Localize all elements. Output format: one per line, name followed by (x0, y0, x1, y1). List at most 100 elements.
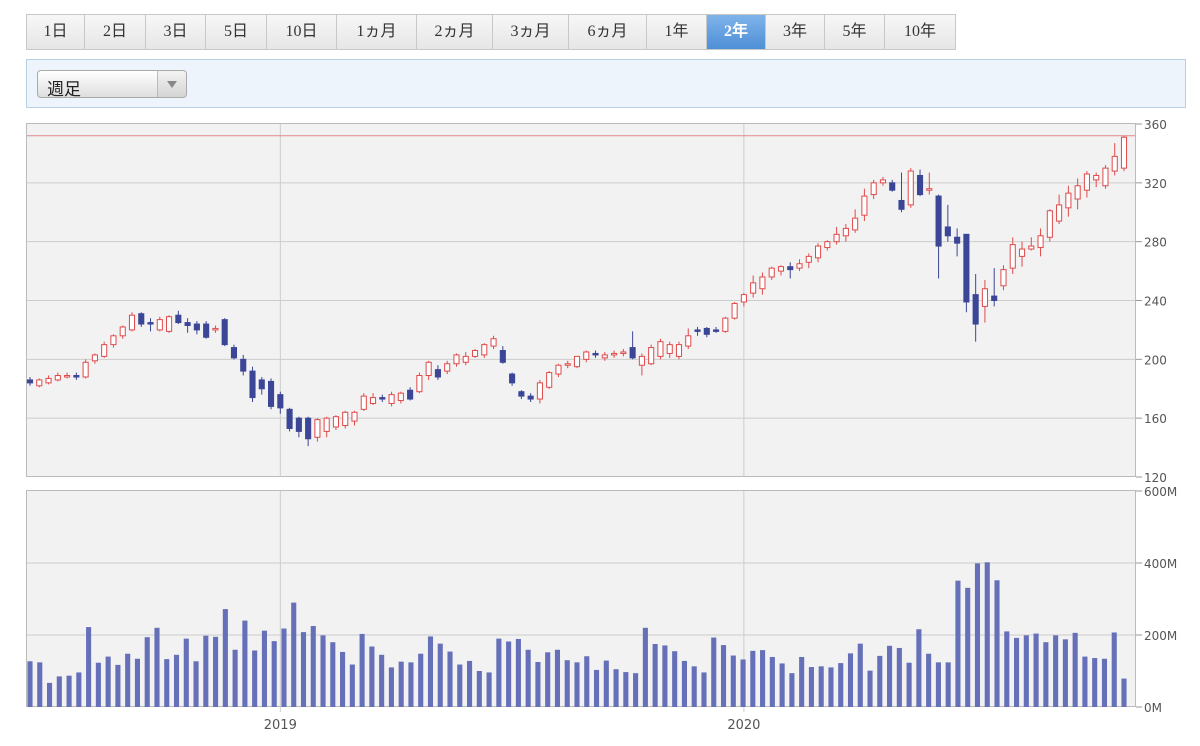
tab-13[interactable]: 10年 (903, 23, 936, 40)
candle-body (1018, 248, 1026, 257)
candle-body (1000, 269, 1007, 287)
candle-body (295, 417, 302, 432)
volume-bar (613, 669, 619, 707)
tab-3[interactable]: 5日 (206, 15, 267, 49)
volume-bar (525, 649, 531, 707)
candle-body (453, 354, 460, 365)
volume-bar (642, 627, 648, 707)
candle-body (675, 344, 683, 357)
interval-select[interactable]: 週足 (37, 70, 187, 99)
volume-bar (623, 672, 629, 707)
candle-body (815, 245, 822, 259)
candle-body (462, 355, 469, 363)
tab-8[interactable]: 6ヵ月 (569, 15, 647, 49)
volume-bar (506, 641, 512, 707)
volume-bar (701, 672, 707, 707)
volume-bar (310, 626, 316, 707)
candle-body (110, 335, 117, 346)
volume-bar (554, 649, 561, 707)
candle-body (490, 338, 497, 347)
volume-bar (134, 658, 140, 707)
candle-body (879, 179, 886, 184)
volume-bar (105, 656, 111, 707)
volume-bar (916, 629, 922, 707)
x-tick-label: 2019 (264, 718, 297, 733)
tab-0[interactable]: 1日 (27, 15, 85, 49)
tab-12[interactable]: 5年 (825, 15, 885, 49)
volume-bar (1014, 637, 1020, 707)
candle-body (870, 182, 877, 196)
tab-7[interactable]: 3ヵ月 (493, 15, 569, 49)
volume-bar (965, 587, 971, 707)
volume-bar (1072, 632, 1078, 707)
candle-body (592, 352, 599, 356)
candle-body (397, 392, 404, 402)
tab-4[interactable]: 10日 (267, 15, 337, 49)
volume-bar (125, 653, 131, 707)
volume-bar (193, 661, 199, 707)
candle-body (842, 227, 849, 237)
volume-bar (515, 638, 521, 707)
volume-bar (46, 682, 53, 707)
volume-bar (1004, 631, 1010, 707)
volume-bar (27, 661, 33, 707)
chevron-down-icon[interactable] (157, 71, 186, 97)
interval-panel: 週足 (26, 59, 1186, 108)
volume-bar (300, 632, 307, 707)
volume-bar (1121, 678, 1127, 707)
volume-bar (86, 627, 92, 707)
volume-bar (760, 650, 766, 707)
volume-bar (545, 652, 551, 707)
volume-bar (887, 645, 893, 707)
candle-body (166, 316, 173, 332)
volume-bar (935, 662, 941, 707)
candle-body (777, 266, 785, 272)
candle-body (258, 379, 265, 390)
candle-body (379, 397, 386, 400)
candle-body (36, 379, 43, 387)
candle-body (981, 288, 988, 307)
volume-bar (1111, 632, 1117, 707)
candle-body (740, 294, 747, 303)
tab-10[interactable]: 2年 (707, 15, 766, 49)
candle-body (963, 233, 970, 303)
candle-body (1074, 185, 1081, 200)
candle-body (972, 294, 979, 325)
price-tick-label: 360 (1144, 118, 1167, 132)
candle-body (64, 375, 71, 378)
candle-body (444, 363, 451, 372)
candle-body (787, 266, 794, 271)
price-tick-label: 200 (1144, 353, 1167, 367)
tab-5[interactable]: 1ヵ月 (337, 15, 417, 49)
volume-bar (437, 643, 443, 707)
candle-body (564, 363, 571, 366)
candle-body (277, 394, 284, 409)
candle-body (481, 344, 488, 356)
price-tick-label: 160 (1144, 412, 1167, 426)
volume-bar (828, 667, 834, 707)
candle-body (509, 373, 516, 384)
candle-body (221, 319, 228, 346)
volume-bar (818, 666, 824, 707)
tab-1[interactable]: 2日 (85, 15, 146, 49)
volume-bar (857, 643, 863, 707)
volume-bar (847, 653, 854, 707)
volume-bar (398, 661, 404, 707)
volume-bar (408, 662, 414, 707)
volume-bar (994, 580, 1000, 707)
volume-bar (203, 635, 209, 707)
volume-bar (115, 664, 121, 707)
volume-bar (486, 672, 492, 707)
candle-body (1028, 245, 1035, 250)
tab-2[interactable]: 3日 (146, 15, 206, 49)
candle-body (314, 419, 321, 438)
volume-bar (281, 628, 287, 707)
candle-body (536, 382, 543, 400)
tab-9[interactable]: 1年 (647, 15, 707, 49)
volume-tick-label: 600M (1144, 485, 1177, 499)
volume-bar (662, 645, 668, 707)
tab-11[interactable]: 3年 (766, 15, 825, 49)
tab-6[interactable]: 2ヵ月 (417, 15, 493, 49)
volume-bar (603, 660, 609, 707)
candle-body (156, 319, 163, 331)
